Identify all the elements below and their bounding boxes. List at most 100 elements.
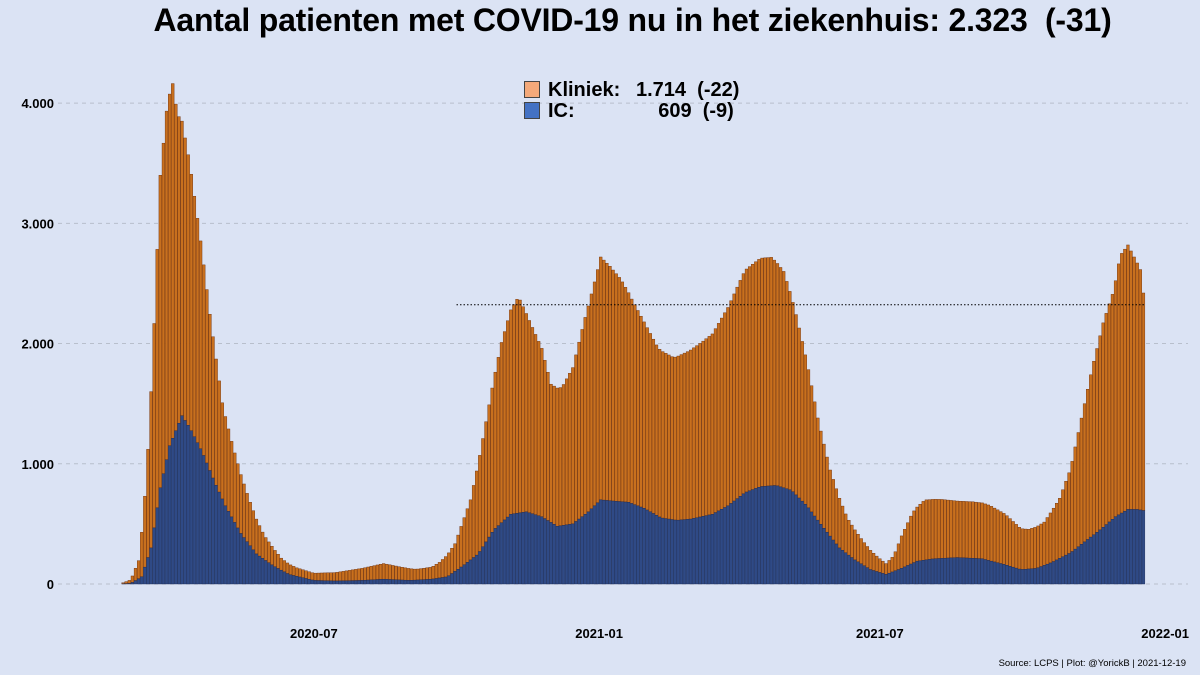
bar-kliniek xyxy=(741,273,745,495)
bar-ic xyxy=(937,558,941,585)
bar-ic xyxy=(549,522,553,585)
bar-kliniek xyxy=(533,334,538,515)
bar-kliniek xyxy=(403,567,407,581)
bar-ic xyxy=(617,501,621,585)
bar-kliniek xyxy=(1110,294,1115,520)
bar-kliniek xyxy=(788,291,792,490)
bar-kliniek xyxy=(1104,313,1108,525)
bar-ic xyxy=(1020,569,1025,585)
bar-ic xyxy=(1014,567,1018,585)
bar-ic xyxy=(375,579,380,585)
bar-kliniek xyxy=(298,568,302,578)
bar-ic xyxy=(1011,566,1015,585)
bar-kliniek xyxy=(862,542,866,566)
bar-ic xyxy=(884,574,888,585)
bar-kliniek xyxy=(164,110,169,460)
bar-ic xyxy=(707,514,711,585)
bar-kliniek xyxy=(183,137,187,421)
bar-kliniek xyxy=(927,499,932,560)
bar-kliniek xyxy=(385,563,389,580)
bar-ic xyxy=(716,510,721,585)
bar-ic xyxy=(382,578,386,585)
bar-kliniek xyxy=(692,347,696,519)
bar-ic xyxy=(341,580,345,585)
bar-kliniek xyxy=(1033,527,1037,569)
bar-ic xyxy=(558,525,562,585)
bar-kliniek xyxy=(481,438,485,547)
y-tick-label: 3.000 xyxy=(21,216,54,231)
bar-ic xyxy=(1107,521,1111,585)
bar-kliniek xyxy=(617,277,621,502)
bar-ic xyxy=(1110,519,1115,585)
bar-ic xyxy=(912,562,916,585)
bar-ic xyxy=(512,513,516,585)
bar-kliniek xyxy=(307,571,311,580)
bar-ic xyxy=(803,504,807,585)
bar-kliniek xyxy=(667,354,671,520)
bar-kliniek xyxy=(605,262,609,501)
bar-kliniek xyxy=(146,449,150,558)
bar-kliniek xyxy=(428,567,432,580)
bar-ic xyxy=(989,560,994,585)
bar-kliniek xyxy=(456,534,460,570)
bar-ic xyxy=(878,572,882,585)
bar-ic xyxy=(537,515,541,585)
bar-ic xyxy=(487,536,491,585)
bar-ic xyxy=(1051,561,1056,585)
bar-ic xyxy=(1086,539,1090,585)
bar-kliniek xyxy=(682,352,687,520)
bar-ic xyxy=(478,551,482,585)
bar-kliniek xyxy=(772,259,776,486)
bar-kliniek xyxy=(475,470,479,556)
bar-ic xyxy=(245,541,249,585)
bar-kliniek xyxy=(270,546,274,566)
bar-ic xyxy=(394,579,398,585)
bar-ic xyxy=(530,513,535,585)
bar-kliniek xyxy=(419,568,423,580)
bar-kliniek xyxy=(754,261,758,489)
y-tick-label: 4.000 xyxy=(21,96,54,111)
bar-ic xyxy=(1039,566,1043,585)
bar-kliniek xyxy=(664,353,668,519)
bar-ic xyxy=(413,579,417,585)
legend-label-ic: IC: xyxy=(548,100,575,122)
bar-kliniek xyxy=(177,116,181,424)
bar-ic xyxy=(667,518,671,585)
bar-ic xyxy=(164,459,169,585)
y-tick-label: 1.000 xyxy=(21,457,54,472)
bar-kliniek xyxy=(940,499,944,559)
bar-ic xyxy=(980,558,984,585)
bar-ic xyxy=(292,575,296,585)
bar-kliniek xyxy=(720,317,724,510)
bar-ic xyxy=(847,554,851,585)
bar-kliniek xyxy=(713,328,718,513)
bar-kliniek xyxy=(496,357,500,526)
bar-ic xyxy=(856,561,860,585)
bar-ic xyxy=(741,493,745,585)
bar-kliniek xyxy=(344,570,348,581)
bar-ic xyxy=(295,576,299,585)
bar-kliniek xyxy=(245,493,249,542)
bar-ic xyxy=(859,563,863,585)
bar-kliniek xyxy=(1017,527,1021,570)
bar-kliniek xyxy=(354,569,358,581)
bar-ic xyxy=(217,491,221,585)
bar-kliniek xyxy=(502,331,507,521)
bar-kliniek xyxy=(400,567,404,581)
bar-kliniek xyxy=(540,348,544,517)
bar-kliniek xyxy=(140,532,144,577)
bar-ic xyxy=(1079,544,1084,585)
bar-kliniek xyxy=(155,249,159,509)
bar-kliniek xyxy=(893,551,897,571)
bar-kliniek xyxy=(797,327,801,499)
bar-ic xyxy=(180,415,184,585)
bar-kliniek xyxy=(1036,525,1040,568)
bar-kliniek xyxy=(760,257,764,487)
bar-kliniek xyxy=(791,302,795,492)
bar-kliniek xyxy=(1138,269,1142,511)
bar-kliniek xyxy=(459,526,463,568)
bar-kliniek xyxy=(478,455,482,552)
bar-kliniek xyxy=(915,506,919,562)
bar-kliniek xyxy=(648,333,652,512)
